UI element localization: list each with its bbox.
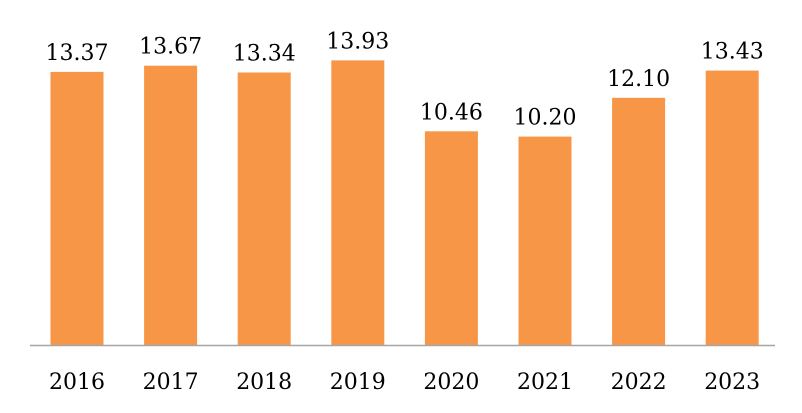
bar-2021 [518, 136, 572, 345]
bar-value-label: 10.20 [514, 106, 577, 131]
bar-2017 [144, 65, 198, 345]
bar-value-label: 10.46 [420, 100, 483, 125]
x-tick-label: 2023 [704, 370, 760, 395]
x-tick-labels-group: 2016 2017 2018 2019 2020 2021 2022 2023 [49, 370, 760, 395]
bar-2023 [705, 70, 759, 345]
x-tick-label: 2018 [236, 370, 292, 395]
bar-value-label: 13.37 [46, 41, 109, 66]
value-labels-group: 13.37 13.67 13.34 13.93 10.46 10.20 12.10 13.43 [46, 29, 764, 130]
x-tick-label: 2020 [423, 370, 479, 395]
bar-value-label: 12.10 [607, 67, 670, 92]
x-tick-label: 2017 [143, 370, 199, 395]
x-tick-label: 2022 [611, 370, 667, 395]
bar-value-label: 13.43 [701, 40, 764, 65]
x-tick-label: 2016 [49, 370, 105, 395]
bar-value-label: 13.93 [326, 29, 389, 54]
bars-group [50, 60, 759, 346]
bar-2018 [237, 72, 291, 345]
bar-value-label: 13.34 [233, 42, 296, 67]
bar-2016 [50, 71, 104, 346]
bar-2019 [331, 60, 385, 346]
x-tick-label: 2021 [517, 370, 573, 395]
bar-2020 [424, 131, 478, 345]
bar-2022 [612, 97, 666, 345]
x-tick-label: 2019 [330, 370, 386, 395]
bar-value-label: 13.67 [139, 35, 202, 60]
